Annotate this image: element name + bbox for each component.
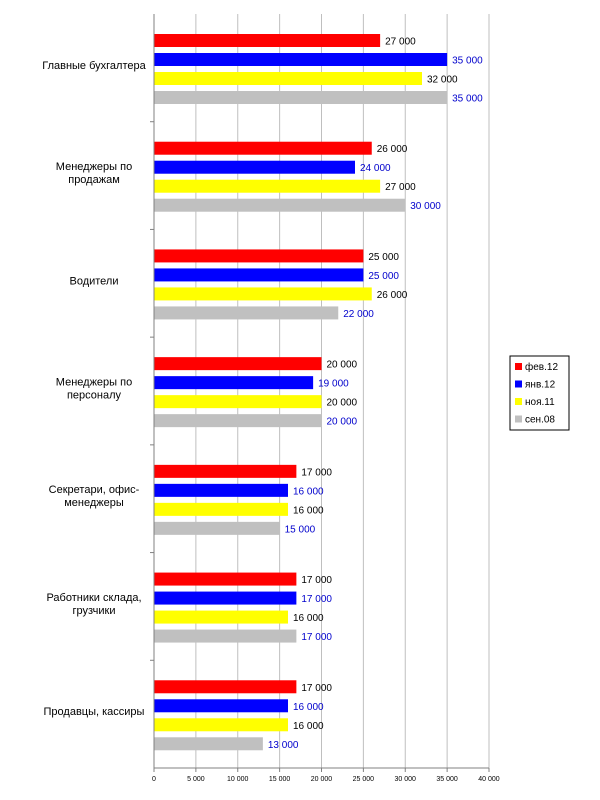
category-label-line: Работники склада,: [46, 592, 141, 604]
data-label: 32 000: [427, 75, 458, 86]
bar: [154, 464, 297, 478]
category-label: Продавцы, кассиры: [44, 706, 145, 718]
legend: фев.12 янв.12 ноя.11 сен.08: [509, 355, 570, 431]
legend-swatch: [515, 380, 522, 388]
bar: [154, 680, 297, 694]
category-label-line: Водители: [69, 275, 118, 287]
bar: [154, 572, 297, 586]
category-label-line: персоналу: [67, 390, 122, 402]
data-label: 26 000: [377, 144, 408, 155]
data-label: 13 000: [268, 740, 299, 751]
legend-label: ноя.11: [525, 397, 555, 408]
data-label: 27 000: [385, 37, 416, 48]
x-tick-label: 0: [152, 776, 156, 783]
category-label: Менеджеры по персоналу: [56, 377, 132, 402]
data-label: 35 000: [452, 56, 483, 67]
data-label: 26 000: [377, 290, 408, 301]
bar: [154, 610, 288, 624]
bar: [154, 718, 288, 732]
x-tick-label: 35 000: [436, 776, 458, 783]
bar: [154, 179, 381, 193]
bar: [154, 737, 263, 751]
category-label: Главные бухгалтера: [42, 60, 146, 72]
data-label: 16 000: [293, 721, 324, 732]
data-label: 27 000: [385, 182, 416, 193]
data-label: 17 000: [301, 467, 332, 478]
axes: [150, 14, 490, 772]
data-label: 16 000: [293, 486, 324, 497]
bar: [154, 72, 422, 85]
category-label-line: грузчики: [72, 605, 115, 617]
bar: [154, 483, 288, 497]
data-label: 17 000: [301, 575, 332, 586]
legend-swatch: [515, 398, 522, 405]
bar: [154, 502, 288, 516]
x-tick-label: 30 000: [395, 776, 417, 783]
x-tick-label: 10 000: [227, 776, 249, 783]
data-label: 30 000: [410, 201, 441, 212]
data-label: 20 000: [327, 360, 358, 371]
bar: [154, 141, 372, 155]
bar: [154, 53, 448, 66]
data-label: 19 000: [318, 379, 349, 390]
bar: [154, 34, 381, 47]
data-label: 20 000: [327, 417, 358, 428]
bar: [154, 629, 297, 643]
bar: [154, 287, 372, 301]
legend-swatch: [515, 363, 522, 370]
data-label: 25 000: [368, 252, 399, 263]
category-label-line: Менеджеры по: [56, 377, 132, 389]
legend-label: янв.12: [525, 380, 556, 391]
category-label: Водители: [69, 275, 118, 287]
category-label-line: Продавцы, кассиры: [44, 706, 145, 718]
data-label: 17 000: [301, 683, 332, 694]
x-tick-label: 40 000: [478, 776, 500, 783]
data-label: 24 000: [360, 163, 391, 174]
category-label-line: продажам: [68, 174, 120, 186]
legend-label: фев.12: [525, 361, 558, 373]
gridlines: [195, 14, 490, 768]
bar: [154, 268, 364, 282]
category-label-line: менеджеры: [64, 497, 124, 509]
category-label: Секретари, офис-менеджеры: [49, 484, 140, 509]
data-label: 17 000: [301, 632, 332, 643]
bar: [154, 376, 314, 390]
category-label-line: Главные бухгалтера: [42, 60, 146, 72]
bar: [154, 91, 448, 104]
data-label: 35 000: [452, 94, 483, 105]
bar: [154, 395, 322, 409]
data-label: 15 000: [285, 524, 316, 535]
bar: [154, 591, 297, 605]
category-label: Менеджеры по продажам: [56, 161, 132, 186]
data-labels: 27 000 35 000 32 000 35 000 26 000 24 000 27 0…: [268, 37, 483, 751]
bar: [154, 306, 339, 320]
x-tick-label: 25 000: [353, 776, 375, 783]
bars: [154, 34, 448, 751]
data-label: 16 000: [293, 702, 324, 713]
data-label: 16 000: [293, 613, 324, 624]
category-label-line: Менеджеры по: [56, 161, 132, 173]
data-label: 20 000: [327, 398, 358, 409]
category-label: Работники склада, грузчики: [46, 592, 141, 617]
legend-swatch: [515, 415, 522, 423]
x-tick-label: 15 000: [269, 776, 291, 783]
bar: [154, 160, 355, 174]
bar: [154, 198, 406, 212]
category-label-line: Секретари, офис-: [49, 484, 140, 496]
bar: [154, 521, 280, 535]
data-label: 16 000: [293, 505, 324, 516]
bar: [154, 357, 322, 371]
data-label: 25 000: [368, 271, 399, 282]
x-tick-label: 5 000: [187, 776, 205, 783]
legend-label: сен.08: [525, 415, 555, 426]
x-tick-labels: 0 5 000 10 000 15 000 20 000 25 000 30 000 35 0…: [152, 776, 500, 783]
bar: [154, 699, 288, 713]
x-tick-label: 20 000: [311, 776, 333, 783]
bar: [154, 249, 364, 263]
data-label: 17 000: [301, 594, 332, 605]
data-label: 22 000: [343, 309, 374, 320]
bar: [154, 414, 322, 428]
